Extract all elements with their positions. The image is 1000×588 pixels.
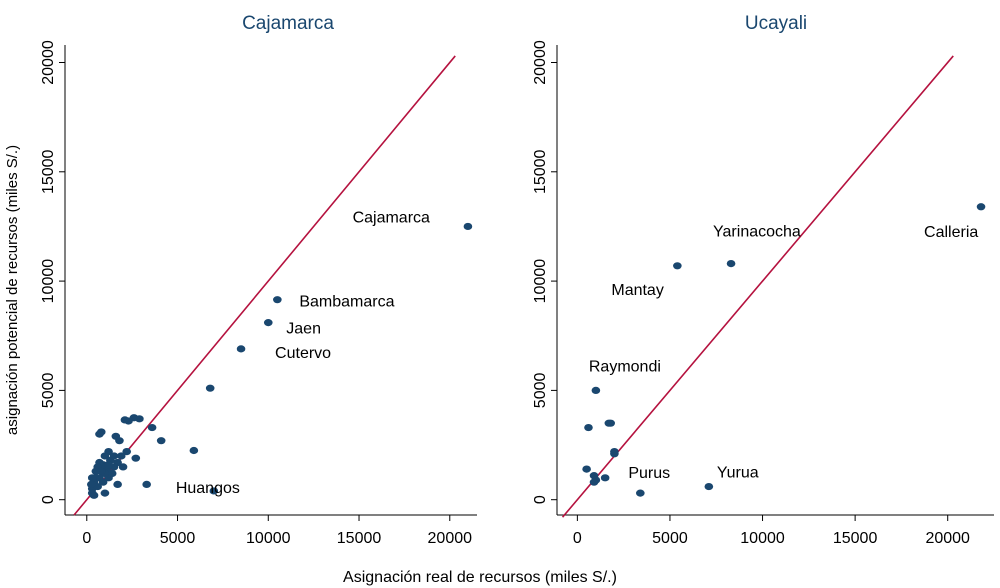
- point-label: Mantay: [611, 282, 663, 299]
- scatter-point: [104, 461, 113, 469]
- scatter-point: [610, 450, 619, 458]
- reference-line: [73, 55, 456, 516]
- point-label: Yarinacocha: [713, 224, 801, 241]
- scatter-point: [976, 203, 986, 211]
- scatter-point: [142, 480, 151, 488]
- scatter-point: [116, 452, 126, 460]
- point-label: Huangos: [176, 480, 240, 497]
- chart-title: Ucayali: [745, 13, 807, 34]
- scatter-point: [673, 262, 682, 270]
- scatter-point: [122, 448, 132, 456]
- scatter-point: [263, 319, 273, 327]
- x-tick-label: 20000: [428, 530, 473, 547]
- scatter-point: [189, 446, 199, 455]
- x-tick-label: 20000: [925, 530, 970, 547]
- point-label: Calleria: [924, 224, 978, 241]
- scatter-point: [591, 386, 601, 394]
- scatter-point: [113, 480, 122, 488]
- scatter-point: [584, 423, 593, 432]
- x-tick-label: 15000: [337, 530, 382, 547]
- scatter-point: [205, 384, 215, 392]
- scatter-point: [131, 454, 141, 462]
- scatter-point: [236, 345, 246, 353]
- y-tick-label: 0: [532, 495, 549, 504]
- scatter-point: [147, 423, 157, 432]
- y-tick-label: 0: [40, 495, 57, 504]
- scatter-point: [87, 474, 97, 482]
- scatter-point: [209, 487, 219, 495]
- x-tick-label: 5000: [652, 530, 688, 547]
- scatter-point: [156, 437, 166, 445]
- y-tick-label: 10000: [40, 259, 57, 304]
- scatter-point: [606, 419, 615, 427]
- scatter-point: [111, 432, 121, 440]
- scatter-point: [726, 260, 736, 268]
- y-tick-label: 20000: [40, 40, 57, 85]
- scatter-point: [89, 491, 99, 499]
- scatter-point: [463, 222, 473, 231]
- scatter-point: [100, 489, 110, 497]
- scatter-point: [109, 452, 119, 460]
- y-tick-label: 20000: [532, 40, 549, 85]
- scatter-point: [704, 482, 714, 491]
- x-tick-label: 0: [82, 530, 91, 547]
- x-tick-label: 10000: [246, 530, 291, 547]
- scatter-point: [600, 474, 610, 482]
- point-label: Yurua: [717, 465, 759, 482]
- reference-line: [561, 55, 954, 518]
- scatter-point: [95, 430, 104, 438]
- scatter-point: [636, 489, 645, 497]
- point-label: Jaen: [286, 321, 321, 338]
- x-tick-label: 10000: [740, 530, 785, 547]
- x-tick-label: 0: [573, 530, 582, 547]
- point-label: Purus: [628, 465, 670, 482]
- x-tick-label: 5000: [160, 530, 196, 547]
- scatter-point: [120, 416, 130, 424]
- scatter-point: [118, 463, 128, 471]
- y-tick-label: 5000: [532, 372, 549, 408]
- scatter-point: [87, 480, 96, 488]
- scatter-point: [100, 452, 110, 460]
- y-tick-label: 15000: [532, 149, 549, 194]
- y-tick-label: 15000: [40, 149, 57, 194]
- scatter-point: [98, 478, 108, 486]
- scatter-point: [582, 465, 591, 473]
- scatter-point: [589, 478, 599, 486]
- y-tick-label: 10000: [532, 259, 549, 304]
- point-label: Cutervo: [275, 345, 331, 362]
- x-axis-label: Asignación real de recursos (miles S/.): [343, 569, 617, 586]
- scatter-point: [273, 296, 282, 304]
- point-label: Raymondi: [589, 358, 661, 375]
- point-label: Cajamarca: [353, 209, 430, 226]
- y-tick-label: 5000: [40, 372, 57, 408]
- scatter-point: [91, 467, 101, 475]
- scatter-point: [107, 469, 117, 478]
- point-label: Bambamarca: [299, 294, 394, 311]
- x-tick-label: 15000: [833, 530, 878, 547]
- y-axis-label: asignación potencial de recursos (miles …: [4, 145, 21, 435]
- chart-title: Cajamarca: [242, 13, 334, 34]
